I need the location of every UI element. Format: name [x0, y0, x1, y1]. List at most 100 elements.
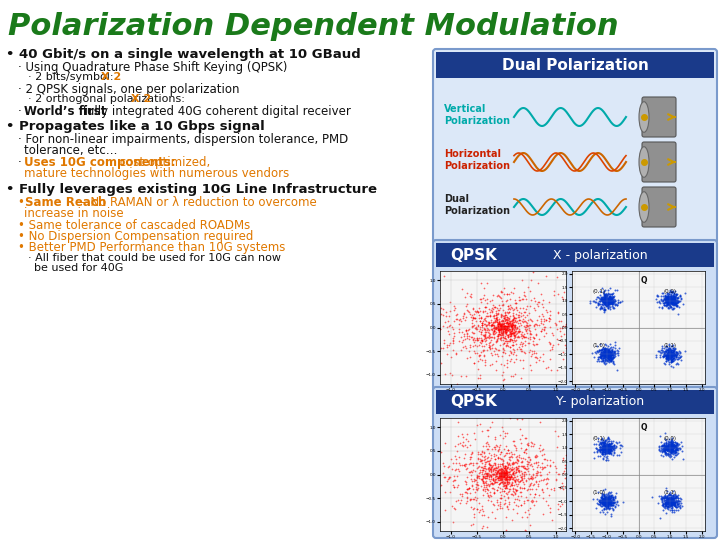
- Point: [518, 333, 530, 342]
- Point: [597, 501, 608, 509]
- Point: [471, 473, 482, 482]
- Point: [490, 314, 502, 322]
- Point: [474, 466, 486, 475]
- Point: [503, 320, 514, 328]
- Point: [601, 297, 613, 306]
- Point: [601, 447, 613, 456]
- Point: [602, 350, 613, 359]
- Point: [557, 295, 569, 303]
- Point: [484, 461, 495, 469]
- Point: [472, 480, 483, 489]
- Point: [664, 349, 675, 358]
- Point: [603, 494, 614, 503]
- Point: [604, 348, 616, 356]
- Point: [491, 441, 503, 450]
- Point: [669, 446, 680, 454]
- Point: [472, 448, 484, 456]
- Point: [667, 446, 678, 455]
- Point: [600, 496, 612, 505]
- Point: [487, 340, 499, 349]
- Point: [606, 443, 618, 451]
- Point: [523, 326, 535, 335]
- Point: [534, 353, 545, 361]
- Point: [485, 488, 496, 496]
- Point: [597, 444, 608, 453]
- Point: [600, 294, 611, 302]
- Point: [596, 498, 608, 507]
- Point: [496, 467, 508, 476]
- Point: [663, 352, 675, 360]
- Point: [667, 347, 679, 356]
- Point: [665, 441, 677, 449]
- Point: [477, 347, 489, 355]
- Point: [664, 294, 675, 303]
- Point: [524, 314, 536, 323]
- Point: [667, 499, 679, 508]
- Point: [600, 446, 611, 455]
- Point: [505, 485, 516, 494]
- Point: [472, 472, 484, 481]
- Point: [557, 347, 569, 356]
- Point: [510, 485, 522, 494]
- Point: [600, 495, 612, 503]
- Point: [602, 446, 613, 455]
- Point: [448, 472, 459, 481]
- Point: [523, 470, 535, 478]
- Point: [662, 444, 673, 453]
- Point: [454, 438, 466, 447]
- Point: [497, 457, 508, 465]
- Point: [665, 299, 676, 308]
- Point: [660, 445, 672, 454]
- Point: [536, 325, 547, 333]
- Point: [600, 501, 612, 509]
- Point: [600, 490, 612, 499]
- Point: [503, 449, 515, 457]
- Point: [503, 498, 515, 507]
- Point: [507, 320, 518, 328]
- Point: [665, 301, 676, 310]
- Point: [606, 298, 618, 306]
- Point: [494, 498, 505, 507]
- Point: [661, 296, 672, 305]
- Point: [666, 350, 678, 359]
- Point: [478, 314, 490, 323]
- Point: [495, 310, 507, 319]
- Point: [473, 311, 485, 320]
- Point: [662, 350, 674, 359]
- Point: [477, 472, 489, 481]
- Point: [665, 500, 677, 508]
- Point: [499, 469, 510, 478]
- Point: [662, 442, 673, 451]
- Point: [669, 498, 680, 507]
- Point: [607, 297, 618, 306]
- Point: [661, 301, 672, 309]
- Point: [597, 453, 608, 462]
- Point: [492, 483, 504, 491]
- Point: [665, 295, 676, 304]
- Point: [552, 308, 564, 316]
- Point: [467, 335, 479, 343]
- Point: [480, 442, 492, 451]
- Point: [506, 323, 518, 332]
- Point: [483, 457, 495, 465]
- Point: [523, 485, 534, 494]
- Point: [666, 498, 678, 507]
- Point: [602, 447, 613, 455]
- Point: [601, 443, 613, 451]
- Point: [600, 496, 612, 505]
- Point: [571, 330, 582, 339]
- Point: [462, 436, 474, 445]
- Point: [507, 469, 518, 477]
- Point: [513, 295, 525, 304]
- Point: [601, 296, 613, 305]
- Point: [598, 356, 609, 365]
- Point: [665, 444, 676, 453]
- Point: [482, 346, 493, 354]
- Point: [605, 497, 616, 506]
- Point: [486, 296, 498, 305]
- Point: [469, 347, 480, 355]
- Point: [597, 346, 608, 355]
- Point: [516, 342, 528, 350]
- Point: [487, 328, 499, 336]
- Point: [480, 476, 492, 485]
